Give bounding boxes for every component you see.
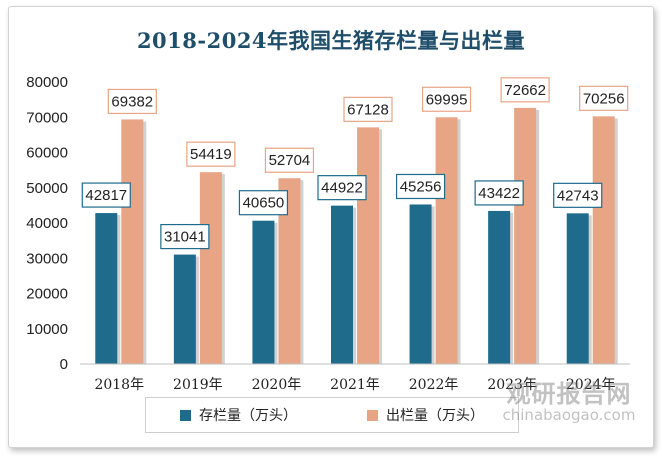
data-label-box-slaughter: [579, 85, 629, 111]
y-tick-label: 70000: [26, 109, 68, 126]
bar-slaughter: [357, 127, 379, 364]
y-axis: 0 10000 20000 30000 40000 50000 60000 70000 8000…: [26, 74, 68, 373]
y-tick-label: 80000: [26, 74, 68, 91]
data-label-box-stock: [160, 223, 210, 250]
x-tick-label: 2019年: [173, 377, 223, 393]
bar-stock: [173, 254, 196, 364]
y-tick-label: 30000: [26, 250, 68, 267]
legend-swatch-slaughter: [367, 409, 378, 421]
watermark-url: chinabaogao.com: [502, 406, 636, 424]
data-label-slaughter: 69382: [111, 93, 153, 110]
bar-slaughter: [121, 119, 144, 364]
data-label-slaughter: 69995: [426, 91, 468, 108]
data-label-slaughter: 72662: [504, 82, 546, 99]
data-label-box-slaughter: [264, 147, 315, 173]
data-label-box-slaughter: [500, 77, 550, 103]
chart-title: 2018-2024年我国生猪存栏量与出栏量: [136, 28, 526, 53]
bar-stock: [252, 220, 275, 364]
bar-slaughter: [435, 117, 458, 364]
bar-stock: [331, 205, 353, 364]
x-tick-label: 2018年: [94, 377, 144, 393]
bar-stock: [95, 213, 118, 364]
legend-item-slaughter: 出栏量（万头）: [367, 405, 484, 425]
data-label-stock: 43422: [478, 185, 520, 202]
watermark-brand: 观研报告网: [506, 380, 632, 408]
data-label-stock: 40650: [243, 195, 285, 212]
legend-swatch-stock: [180, 409, 191, 421]
y-tick-label: 0: [60, 356, 68, 373]
data-label-slaughter: 52704: [269, 152, 311, 169]
y-tick-label: 50000: [26, 180, 68, 197]
data-label-box-stock: [395, 173, 446, 200]
data-label-stock: 31041: [164, 229, 206, 246]
data-labels-group: 42817 69382 31041 54419 40650 52704 44922 67128…: [81, 77, 629, 250]
y-tick-label: 60000: [26, 145, 68, 162]
bar-slaughter: [278, 178, 301, 364]
data-label-box-slaughter: [343, 96, 393, 122]
y-tick-label: 10000: [26, 321, 68, 338]
bar-stock: [488, 210, 511, 364]
data-label-stock: 42743: [557, 187, 599, 204]
x-tick-label: 2024年: [566, 377, 616, 393]
data-label-box-stock: [474, 180, 524, 206]
data-label-box-slaughter: [107, 88, 157, 115]
watermark: 观研报告网 chinabaogao.com: [494, 381, 644, 424]
x-tick-label: 2023年: [487, 377, 537, 393]
data-label-box-stock: [238, 190, 289, 216]
data-label-stock: 45256: [400, 178, 442, 195]
y-tick-label: 20000: [26, 286, 68, 303]
bar-slaughter: [592, 116, 615, 365]
data-label-box-stock: [81, 182, 131, 208]
bar-slaughter: [199, 172, 222, 364]
x-tick-label: 2021年: [330, 377, 380, 393]
bar-stock: [409, 204, 432, 364]
x-axis: 2018年 2019年 2020年 2021年 2022年 2023年 2024年: [80, 363, 630, 393]
x-tick-label: 2022年: [409, 377, 459, 393]
legend-label-slaughter: 出栏量（万头）: [386, 408, 484, 424]
data-label-stock: 44922: [321, 180, 363, 197]
data-label-box-stock: [553, 182, 603, 208]
bar-slaughter: [514, 107, 537, 364]
bar-stock: [566, 213, 589, 364]
data-label-box-slaughter: [421, 86, 472, 112]
legend-label-stock: 存栏量（万头）: [199, 408, 297, 424]
data-label-slaughter: 67128: [347, 101, 389, 118]
data-label-stock: 42817: [85, 187, 127, 204]
data-label-slaughter: 70256: [583, 90, 625, 107]
data-label-box-stock: [317, 175, 367, 201]
data-label-slaughter: 54419: [190, 146, 232, 163]
data-label-box-slaughter: [186, 141, 236, 167]
legend-item-stock: 存栏量（万头）: [180, 405, 297, 425]
x-tick-label: 2020年: [252, 377, 302, 393]
y-tick-label: 40000: [26, 215, 68, 232]
legend: 存栏量（万头） 出栏量（万头）: [145, 397, 519, 433]
